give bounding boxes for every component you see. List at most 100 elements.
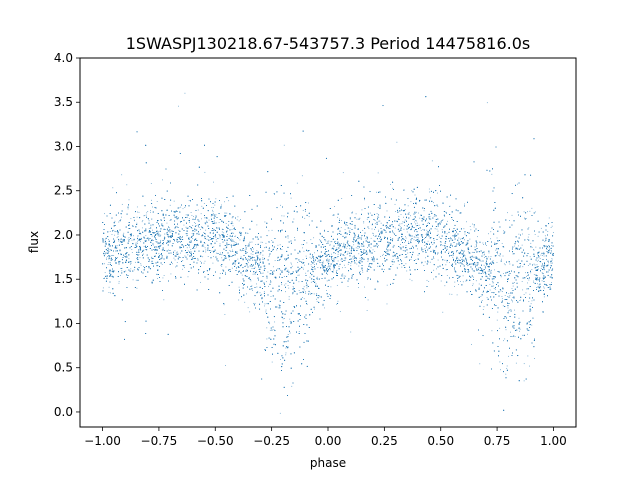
data-point (264, 305, 265, 307)
data-point (110, 292, 111, 294)
data-point (503, 246, 505, 248)
data-point (490, 238, 492, 240)
data-point (349, 218, 351, 220)
data-point (324, 307, 325, 309)
data-point (150, 224, 152, 226)
data-point (327, 258, 328, 260)
data-point (299, 292, 301, 294)
data-point (509, 263, 511, 265)
data-point (224, 201, 225, 203)
data-point (281, 284, 283, 286)
data-point (160, 234, 162, 236)
data-point (404, 209, 406, 210)
data-point (317, 261, 319, 262)
data-point (547, 231, 549, 232)
data-point (296, 182, 298, 184)
data-point (150, 210, 151, 211)
data-point (228, 220, 229, 222)
data-point (509, 220, 510, 221)
data-point (392, 187, 394, 189)
data-point (203, 232, 205, 233)
data-point (399, 246, 401, 248)
data-point (531, 269, 533, 271)
data-point (510, 309, 512, 310)
data-point (104, 253, 106, 255)
data-point (193, 230, 195, 232)
data-point (218, 234, 220, 235)
data-point (491, 227, 493, 228)
data-point (298, 274, 300, 276)
data-point (210, 244, 212, 246)
data-point (263, 259, 265, 260)
data-point (394, 227, 396, 229)
data-point (386, 251, 387, 253)
data-point (408, 233, 410, 235)
data-point (287, 237, 289, 239)
data-point (133, 219, 135, 221)
data-point (187, 254, 189, 256)
data-point (377, 231, 379, 232)
data-point (511, 214, 513, 216)
data-point (328, 294, 330, 295)
data-point (487, 270, 489, 272)
data-point (529, 256, 531, 258)
data-point (377, 265, 379, 267)
data-point (466, 221, 467, 223)
data-point (345, 275, 347, 277)
data-point (315, 283, 317, 285)
data-point (408, 227, 410, 228)
data-point (412, 245, 414, 247)
data-point (252, 253, 254, 255)
data-point (393, 245, 395, 247)
data-point (494, 242, 496, 244)
data-point (246, 258, 247, 260)
data-point (415, 220, 416, 221)
data-point (350, 262, 352, 264)
data-point (344, 252, 345, 254)
data-point (205, 251, 207, 253)
data-point (261, 272, 263, 274)
data-point (386, 249, 388, 251)
data-point (233, 254, 235, 256)
data-point (268, 256, 270, 258)
data-point (516, 183, 518, 185)
data-point (257, 255, 259, 257)
data-point (113, 295, 115, 297)
data-point (377, 216, 379, 218)
data-point (213, 238, 215, 239)
data-point (380, 222, 382, 224)
data-point (335, 270, 337, 272)
data-point (440, 280, 442, 282)
data-point (533, 263, 535, 265)
data-point (537, 279, 539, 281)
data-point (401, 266, 403, 268)
data-point (289, 320, 291, 322)
data-point (392, 232, 394, 234)
data-point (551, 245, 553, 246)
data-point (251, 285, 253, 287)
data-point (519, 322, 520, 324)
data-point (301, 175, 303, 177)
data-point (423, 210, 425, 212)
data-point (528, 233, 530, 235)
data-point (150, 225, 152, 227)
data-point (336, 257, 338, 259)
data-point (314, 252, 315, 254)
data-point (434, 228, 436, 230)
data-point (296, 258, 298, 260)
data-point (180, 206, 182, 208)
data-point (257, 252, 259, 254)
data-point (223, 235, 225, 236)
data-point (332, 260, 334, 262)
data-point (280, 204, 281, 206)
data-point (192, 238, 194, 240)
data-point (207, 256, 209, 257)
data-point (368, 228, 370, 230)
data-point (151, 258, 153, 260)
data-point (299, 268, 301, 269)
data-point (421, 262, 423, 264)
data-point (161, 224, 162, 226)
data-point (347, 251, 349, 253)
data-point (373, 256, 374, 257)
